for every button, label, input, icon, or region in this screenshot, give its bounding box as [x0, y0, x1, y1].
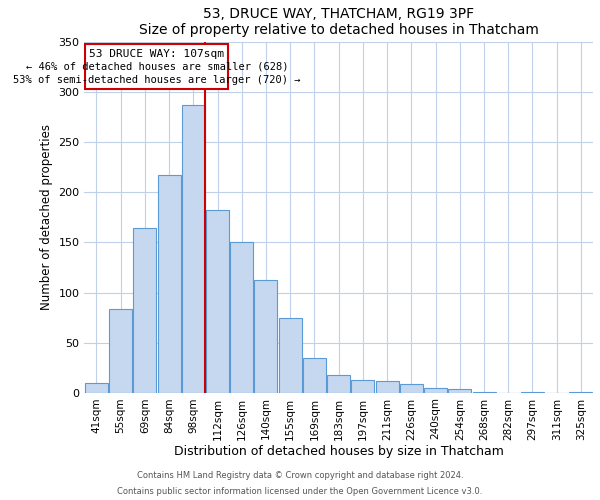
- Bar: [254, 280, 277, 392]
- Bar: [109, 308, 132, 392]
- Bar: [133, 228, 157, 392]
- Text: 53 DRUCE WAY: 107sqm: 53 DRUCE WAY: 107sqm: [89, 50, 224, 59]
- FancyBboxPatch shape: [85, 44, 229, 90]
- Title: 53, DRUCE WAY, THATCHAM, RG19 3PF
Size of property relative to detached houses i: 53, DRUCE WAY, THATCHAM, RG19 3PF Size o…: [139, 7, 539, 37]
- Bar: [424, 388, 447, 392]
- Bar: [158, 176, 181, 392]
- Bar: [327, 374, 350, 392]
- X-axis label: Distribution of detached houses by size in Thatcham: Distribution of detached houses by size …: [174, 445, 503, 458]
- Bar: [206, 210, 229, 392]
- Bar: [448, 388, 472, 392]
- Text: Contains HM Land Registry data © Crown copyright and database right 2024.: Contains HM Land Registry data © Crown c…: [137, 472, 463, 480]
- Text: ← 46% of detached houses are smaller (628): ← 46% of detached houses are smaller (62…: [26, 62, 288, 72]
- Bar: [230, 242, 253, 392]
- Bar: [182, 106, 205, 393]
- Bar: [352, 380, 374, 392]
- Bar: [278, 318, 302, 392]
- Text: 53% of semi-detached houses are larger (720) →: 53% of semi-detached houses are larger (…: [13, 74, 301, 85]
- Y-axis label: Number of detached properties: Number of detached properties: [40, 124, 53, 310]
- Bar: [376, 380, 398, 392]
- Bar: [85, 382, 108, 392]
- Bar: [400, 384, 423, 392]
- Bar: [303, 358, 326, 392]
- Text: Contains public sector information licensed under the Open Government Licence v3: Contains public sector information licen…: [118, 486, 482, 496]
